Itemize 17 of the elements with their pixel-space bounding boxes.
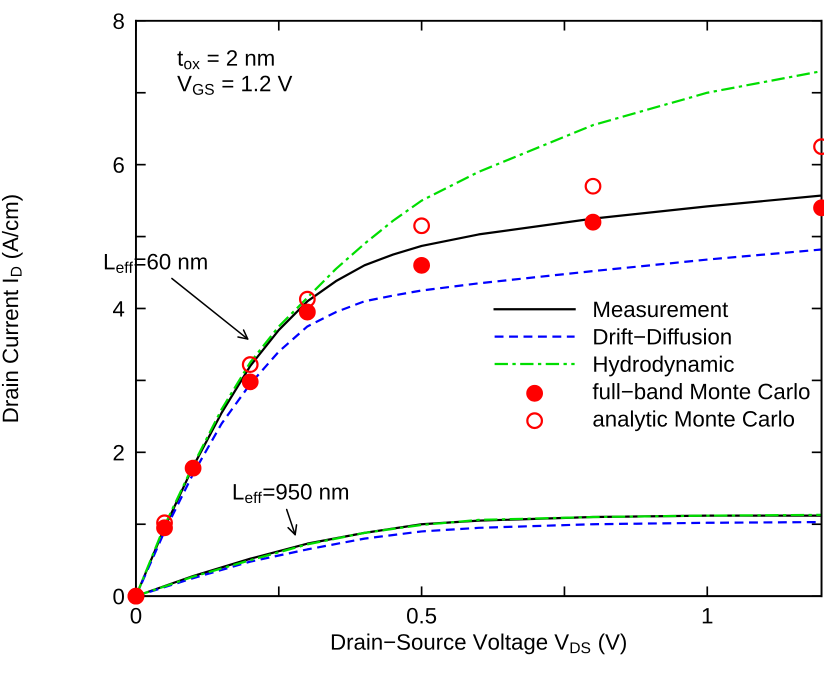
legend-label: Hydrodynamic <box>594 356 734 376</box>
legend-label: analytic Monte Carlo <box>593 410 794 432</box>
legend-label: Measurement <box>594 302 728 318</box>
y-tick-label: 2 <box>114 444 124 460</box>
legend-label: Drift−Diffusion <box>594 328 731 345</box>
y-tick-label: 0 <box>113 588 124 604</box>
x-tick-label: 0 <box>130 608 142 624</box>
annotation: t$_{ox}$ = 2 nm V$_{GS}$ = 1.2 V <box>177 50 292 95</box>
x-tick-label: 1 <box>702 608 712 624</box>
y-axis-title: Drain Current I$_{D}$ (A/cm) <box>2 195 23 422</box>
x-axis-title: Drain−Source Voltage V$_{DS}$ (V) <box>332 634 626 654</box>
x-tick-label: 0.5 <box>407 608 436 624</box>
y-tick-label: 8 <box>113 13 124 30</box>
annotation: L$_{eff}$=950 nm <box>234 484 348 504</box>
y-tick-label: 6 <box>114 157 124 173</box>
y-tick-label: 4 <box>113 301 124 317</box>
legend-label: full−band Monte Carlo <box>592 383 810 400</box>
